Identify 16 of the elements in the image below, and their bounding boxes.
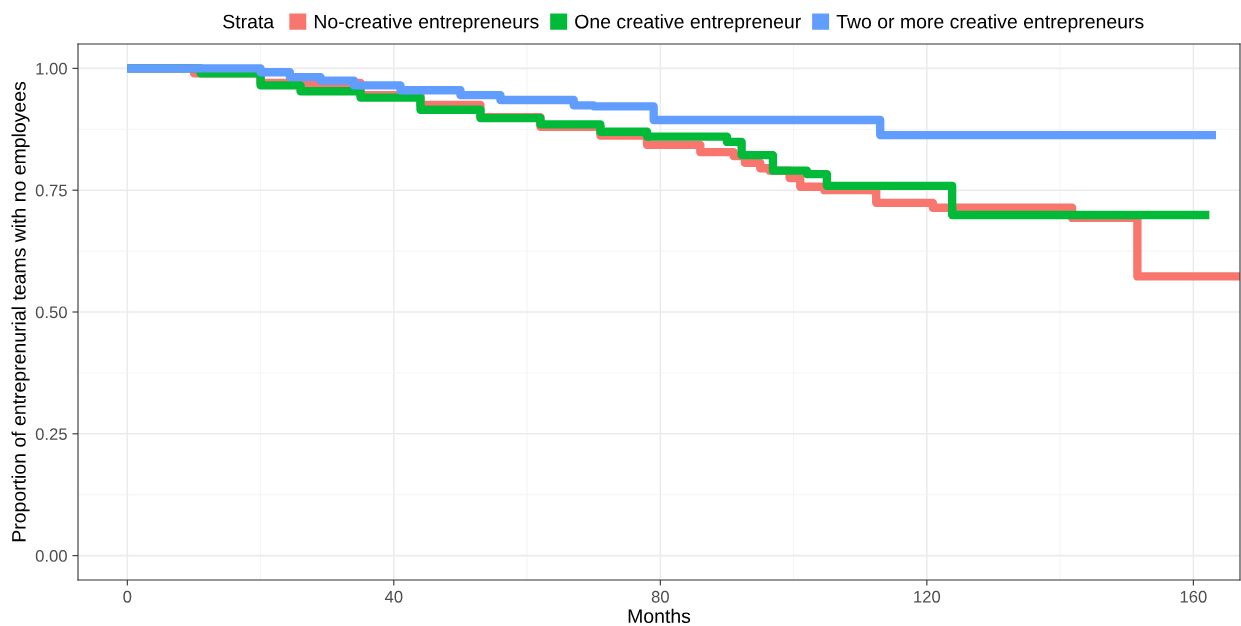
- y-tick-label: 1.00: [36, 62, 67, 75]
- legend-label: Two or more creative entrepreneurs: [836, 14, 1144, 33]
- y-tick-label: 0.75: [35, 184, 67, 197]
- legend-label: No-creative entrepreneurs: [314, 14, 539, 33]
- legend-title: Strata: [223, 14, 275, 29]
- y-tick-label: 0.00: [35, 550, 67, 562]
- x-tick-label: 40: [384, 590, 403, 603]
- legend-label: One creative entrepreneur: [575, 14, 801, 33]
- x-tick-label: 80: [651, 590, 669, 603]
- y-tick-label: 0.25: [35, 428, 67, 441]
- x-axis-title: Months: [628, 608, 691, 624]
- x-tick-label: 120: [914, 590, 941, 603]
- y-axis-title: Proportion of entreprenurial teams with no employees: [11, 81, 30, 542]
- x-tick-label: 160: [1180, 590, 1207, 603]
- y-tick-label: 0.50: [35, 306, 67, 319]
- x-tick-label: 0: [123, 590, 132, 603]
